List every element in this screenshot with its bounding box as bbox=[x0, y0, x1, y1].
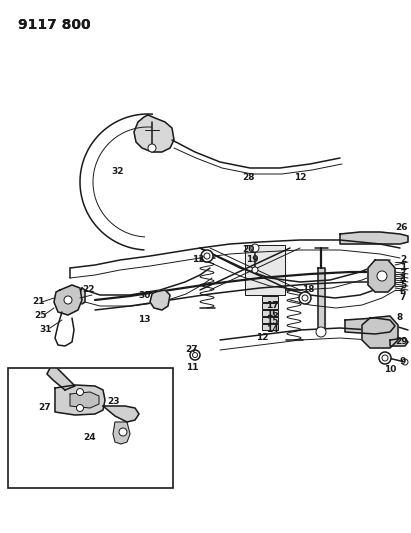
Text: 23: 23 bbox=[107, 398, 119, 407]
Text: 30: 30 bbox=[139, 292, 151, 301]
Polygon shape bbox=[318, 268, 325, 332]
Polygon shape bbox=[150, 290, 170, 310]
Text: 18: 18 bbox=[302, 286, 314, 295]
Text: 27: 27 bbox=[39, 403, 51, 413]
Circle shape bbox=[64, 296, 72, 304]
Text: 16: 16 bbox=[266, 310, 278, 319]
Bar bbox=[262, 317, 278, 323]
Text: 3: 3 bbox=[400, 270, 406, 279]
Polygon shape bbox=[55, 385, 105, 415]
Bar bbox=[262, 303, 278, 309]
Text: 21: 21 bbox=[32, 297, 44, 306]
Text: 9117 800: 9117 800 bbox=[18, 18, 90, 32]
Polygon shape bbox=[362, 316, 398, 348]
Circle shape bbox=[302, 295, 308, 301]
Circle shape bbox=[76, 389, 83, 395]
Circle shape bbox=[316, 327, 326, 337]
Circle shape bbox=[201, 250, 213, 262]
Polygon shape bbox=[340, 232, 408, 244]
Text: 15: 15 bbox=[266, 318, 278, 327]
Text: 29: 29 bbox=[396, 337, 408, 346]
Text: 13: 13 bbox=[192, 255, 204, 264]
Circle shape bbox=[148, 144, 156, 152]
Bar bbox=[262, 324, 278, 330]
Polygon shape bbox=[368, 260, 395, 292]
Text: 4: 4 bbox=[400, 276, 406, 285]
Text: 27: 27 bbox=[186, 345, 199, 354]
Circle shape bbox=[251, 244, 259, 252]
Text: 25: 25 bbox=[34, 311, 46, 320]
Text: 1: 1 bbox=[400, 263, 406, 272]
Polygon shape bbox=[70, 392, 99, 408]
Circle shape bbox=[377, 271, 387, 281]
Circle shape bbox=[379, 352, 391, 364]
Text: 10: 10 bbox=[384, 366, 396, 375]
Text: 9: 9 bbox=[400, 358, 406, 367]
Circle shape bbox=[192, 352, 198, 358]
Circle shape bbox=[190, 350, 200, 360]
Text: 22: 22 bbox=[82, 286, 94, 295]
Text: 11: 11 bbox=[186, 364, 198, 373]
Text: 17: 17 bbox=[266, 302, 278, 311]
Polygon shape bbox=[245, 245, 285, 295]
Polygon shape bbox=[345, 318, 395, 334]
Polygon shape bbox=[54, 285, 82, 315]
Text: 32: 32 bbox=[112, 167, 124, 176]
Text: 24: 24 bbox=[84, 433, 96, 442]
Circle shape bbox=[76, 405, 83, 411]
Text: 6: 6 bbox=[400, 287, 406, 296]
Text: 13: 13 bbox=[138, 316, 150, 325]
Text: 31: 31 bbox=[40, 326, 52, 335]
Bar bbox=[262, 296, 278, 302]
Polygon shape bbox=[103, 406, 139, 422]
Circle shape bbox=[252, 267, 258, 273]
Text: 12: 12 bbox=[294, 174, 306, 182]
Text: 20: 20 bbox=[242, 246, 254, 254]
Text: 7: 7 bbox=[400, 294, 406, 303]
Text: 12: 12 bbox=[256, 334, 268, 343]
Bar bbox=[8, 368, 173, 488]
Polygon shape bbox=[390, 338, 408, 346]
Text: 26: 26 bbox=[396, 223, 408, 232]
Text: 14: 14 bbox=[266, 326, 278, 335]
Circle shape bbox=[204, 253, 210, 259]
Text: 8: 8 bbox=[397, 313, 403, 322]
Bar bbox=[262, 310, 278, 316]
Text: 2: 2 bbox=[400, 255, 406, 264]
Polygon shape bbox=[113, 422, 130, 444]
Text: 19: 19 bbox=[246, 255, 258, 264]
Circle shape bbox=[299, 292, 311, 304]
Circle shape bbox=[402, 359, 408, 365]
Polygon shape bbox=[134, 115, 174, 152]
Text: 28: 28 bbox=[242, 174, 254, 182]
Circle shape bbox=[119, 428, 127, 436]
Circle shape bbox=[382, 355, 388, 361]
Polygon shape bbox=[78, 288, 85, 304]
Text: 5: 5 bbox=[400, 281, 406, 290]
Polygon shape bbox=[47, 368, 75, 390]
Text: 9117 800: 9117 800 bbox=[18, 18, 90, 32]
